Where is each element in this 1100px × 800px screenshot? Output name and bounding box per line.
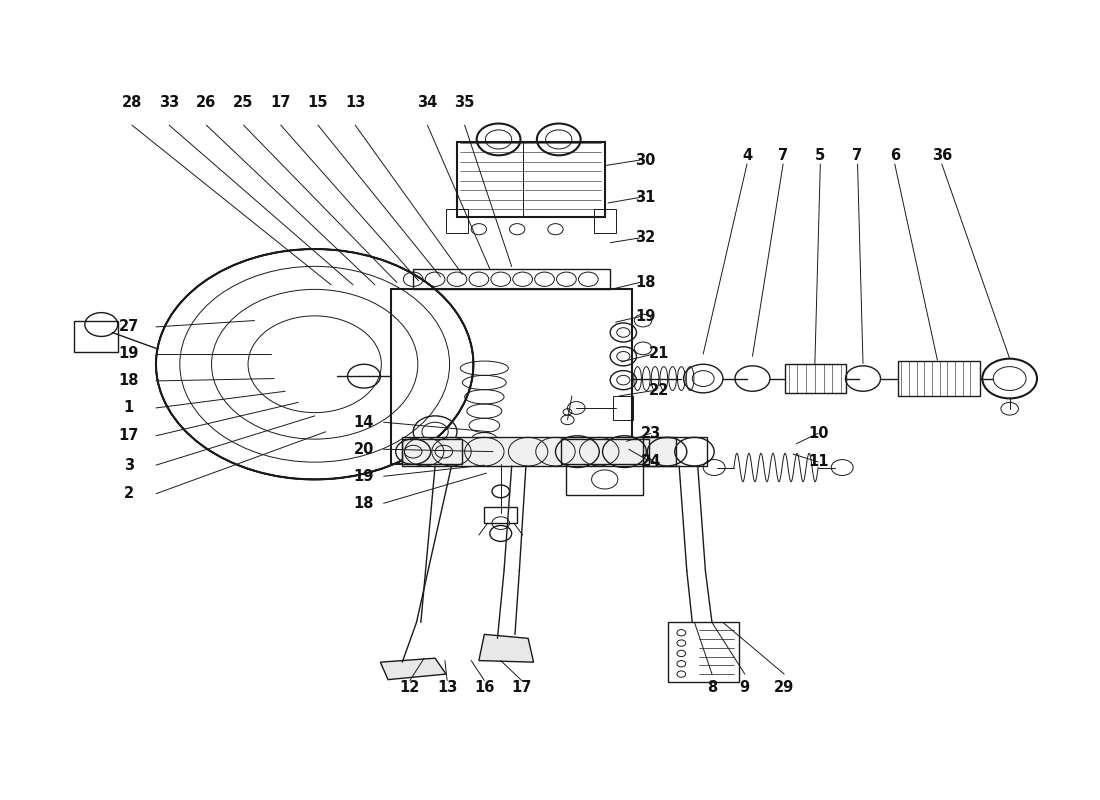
- Text: 11: 11: [807, 454, 828, 470]
- Text: 5: 5: [815, 148, 825, 163]
- Polygon shape: [478, 634, 534, 662]
- Text: 18: 18: [119, 374, 139, 389]
- Text: 33: 33: [160, 94, 179, 110]
- Text: 34: 34: [417, 94, 438, 110]
- Bar: [594, 210, 616, 233]
- Text: 9: 9: [739, 680, 750, 695]
- Bar: [484, 507, 517, 523]
- Text: 19: 19: [354, 469, 374, 484]
- Text: 21: 21: [649, 346, 670, 362]
- Text: 27: 27: [119, 319, 139, 334]
- Bar: [898, 361, 980, 396]
- Bar: [403, 439, 462, 464]
- Text: 24: 24: [640, 454, 661, 470]
- Bar: [403, 438, 675, 466]
- Text: 16: 16: [474, 680, 495, 695]
- Text: 35: 35: [454, 94, 475, 110]
- Text: 7: 7: [778, 148, 789, 163]
- Text: 32: 32: [635, 230, 656, 246]
- Text: 30: 30: [635, 153, 656, 167]
- Text: 13: 13: [345, 94, 365, 110]
- Text: 19: 19: [119, 346, 139, 362]
- Text: 12: 12: [399, 680, 420, 695]
- Text: 26: 26: [196, 94, 217, 110]
- Text: 22: 22: [649, 383, 670, 398]
- Polygon shape: [381, 658, 446, 680]
- Bar: [414, 269, 611, 289]
- Text: 19: 19: [635, 309, 656, 324]
- Text: 13: 13: [437, 680, 458, 695]
- Bar: [644, 438, 706, 466]
- Text: 17: 17: [271, 94, 292, 110]
- Bar: [446, 210, 468, 233]
- Bar: [668, 622, 739, 682]
- Text: 17: 17: [512, 680, 531, 695]
- Text: 20: 20: [354, 442, 374, 457]
- Text: 1: 1: [123, 401, 134, 415]
- Text: 23: 23: [640, 426, 661, 441]
- Bar: [392, 289, 632, 463]
- Text: 7: 7: [852, 148, 862, 163]
- Text: 18: 18: [354, 496, 374, 510]
- Text: 2: 2: [123, 486, 134, 502]
- Text: 18: 18: [635, 275, 656, 290]
- Bar: [561, 439, 649, 464]
- Text: 31: 31: [635, 190, 656, 205]
- Text: 8: 8: [707, 680, 717, 695]
- Text: 17: 17: [119, 428, 139, 443]
- Bar: [785, 364, 846, 393]
- Text: 29: 29: [774, 680, 794, 695]
- Text: 3: 3: [123, 458, 134, 473]
- Text: 6: 6: [890, 148, 900, 163]
- Text: 14: 14: [354, 414, 374, 430]
- Bar: [614, 396, 634, 420]
- Text: 36: 36: [932, 148, 952, 163]
- Bar: [456, 142, 605, 218]
- Text: 28: 28: [122, 94, 142, 110]
- Text: 25: 25: [233, 94, 254, 110]
- Text: 4: 4: [741, 148, 752, 163]
- Bar: [74, 321, 118, 352]
- Text: 15: 15: [308, 94, 328, 110]
- Bar: [566, 456, 644, 495]
- Text: 10: 10: [807, 426, 828, 441]
